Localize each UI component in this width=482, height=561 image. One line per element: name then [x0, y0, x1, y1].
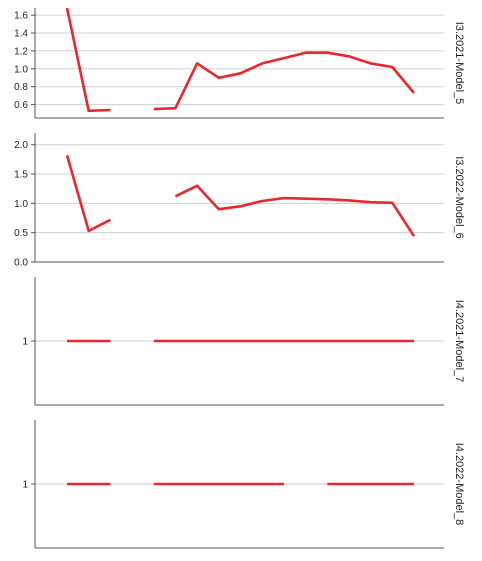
y-tick-label: 1.5 [14, 170, 28, 181]
panel-1: 0.6 0.8 1.0 1.2 1.4 1.6 I3.2021-Model_5 [14, 7, 465, 119]
y-tick-label: 0.6 [14, 100, 28, 111]
y-tick-label: 0.0 [14, 258, 28, 269]
panel-label: I3.2021-Model_5 [453, 22, 465, 105]
panel-label: I3.2022-Model_6 [453, 156, 465, 239]
series-line-segment [65, 7, 111, 113]
panel-label: I4.2022-Model_8 [453, 443, 465, 526]
y-tick-label: 1.2 [14, 46, 28, 57]
series-line-segment [174, 184, 416, 237]
panel-3: 1 I4.2021-Model_7 [22, 277, 465, 406]
y-tick-label: 1.0 [14, 64, 28, 75]
y-tick-label: 2.0 [14, 140, 28, 151]
y-tick-label: 1 [22, 480, 28, 491]
y-tick-label: 1 [22, 337, 28, 348]
y-tick-label: 1.6 [14, 11, 28, 22]
y-tick-label: 0.8 [14, 82, 28, 93]
panel-4: 1 I4.2022-Model_8 [22, 420, 465, 549]
y-tick-label: 1.4 [14, 29, 28, 40]
panel-label: I4.2021-Model_7 [453, 300, 465, 383]
panel-2: 0.0 0.5 1.0 1.5 2.0 I3.2022-Model_6 [14, 133, 465, 269]
series-line-segment [65, 154, 111, 233]
y-tick-label: 0.5 [14, 228, 28, 239]
y-tick-label: 1.0 [14, 199, 28, 210]
series-line-segment [153, 51, 415, 111]
